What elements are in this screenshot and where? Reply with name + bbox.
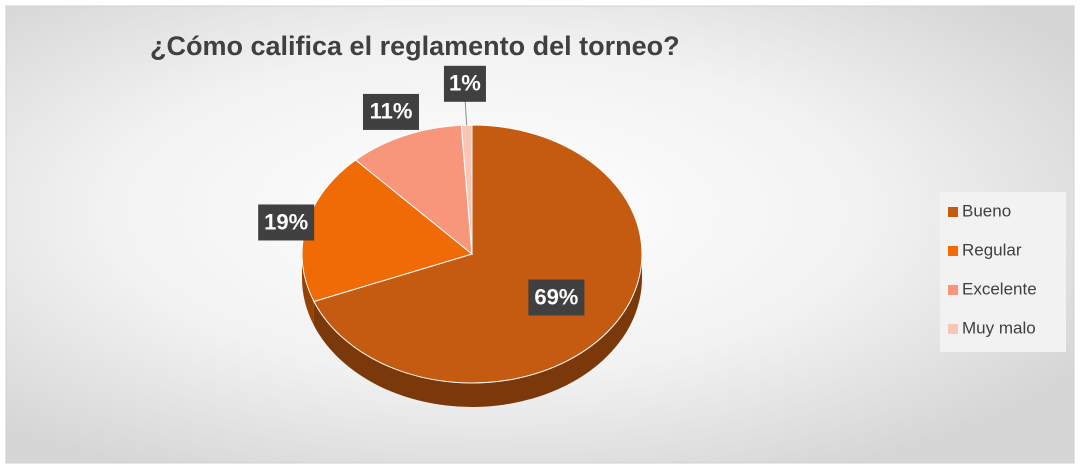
legend-swatch [948,207,958,217]
data-label: 19% [264,209,308,234]
legend-swatch [948,324,958,334]
slice [313,124,643,384]
slice-side [313,254,642,408]
slice [460,124,473,255]
legend-label: Bueno [962,201,1011,220]
data-label-box [362,93,419,130]
legend-box [940,192,1066,352]
legend-label: Regular [962,240,1022,259]
data-label-box [258,204,315,241]
legend-swatch [948,285,958,295]
leader-line [464,97,468,126]
chart-title: ¿Cómo califica el reglamento del torneo? [150,31,680,61]
data-label: 1% [449,71,481,96]
slice [354,124,473,256]
legend-swatch [948,246,958,256]
slice-side [302,254,314,326]
data-label: 11% [370,99,413,124]
data-label-box [443,65,486,102]
legend-label: Excelente [962,279,1037,298]
data-label-box [528,279,585,316]
data-label: 69% [534,284,578,309]
legend-label: Muy malo [962,318,1036,337]
